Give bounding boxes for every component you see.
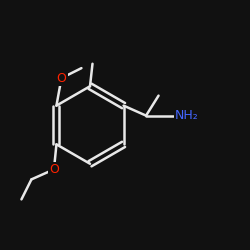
Text: O: O xyxy=(56,72,66,85)
Text: O: O xyxy=(49,163,59,176)
Text: NH₂: NH₂ xyxy=(175,109,199,122)
